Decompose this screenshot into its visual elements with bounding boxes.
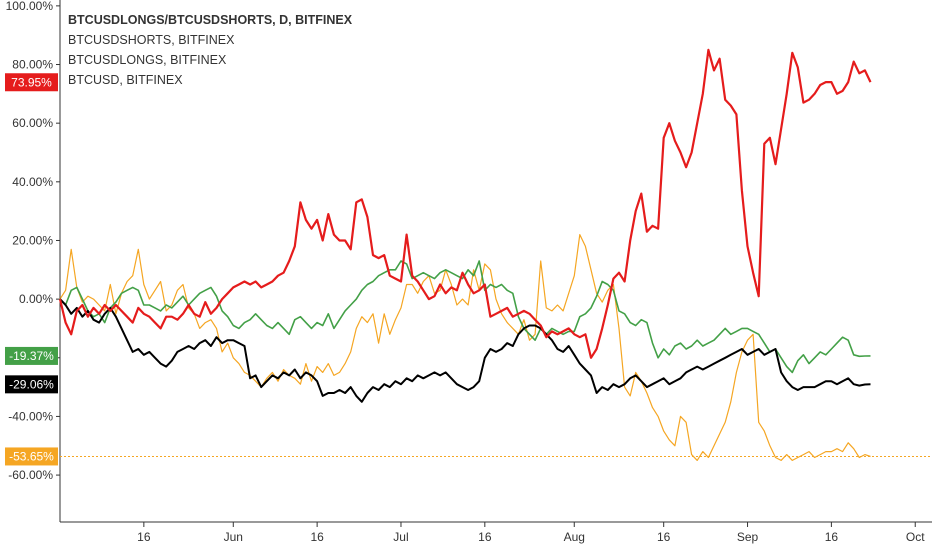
y-tick-label: 20.00%: [12, 233, 53, 247]
x-tick-label: Jul: [393, 530, 408, 544]
series-line: [59, 260, 871, 374]
last-value-badge-bg: [5, 346, 58, 365]
last-value-badge-text: -53.65%: [9, 449, 54, 463]
last-value-badge: -29.06%: [5, 375, 58, 394]
last-value-badge: 73.95%: [5, 73, 58, 92]
last-value-badge: -53.65%: [5, 447, 58, 466]
series-line: [59, 234, 871, 461]
x-tick-label: Oct: [906, 530, 925, 544]
x-tick-label: 16: [478, 530, 492, 544]
y-tick-label: 100.00%: [6, 0, 54, 13]
y-tick-label: 40.00%: [12, 175, 53, 189]
last-value-labels: 73.95% -53.65% -19.37% -29.06%: [5, 73, 58, 466]
last-value-badge-text: -29.06%: [9, 377, 54, 391]
y-tick-label: 80.00%: [12, 58, 53, 72]
y-tick-label: 60.00%: [12, 116, 53, 130]
y-tick-label: 0.00%: [19, 292, 53, 306]
last-value-badge: -19.37%: [5, 346, 58, 365]
plot-area: [58, 48, 932, 461]
legend-main-series: BTCUSDLONGS/BTCUSDSHORTS, D, BITFINEX: [68, 13, 353, 27]
x-axis: 16 Jun 16 Jul 16 Aug 16 Sep 16 Oct: [60, 521, 932, 544]
last-value-badge-bg: [5, 73, 58, 92]
last-value-badge-bg: [5, 375, 58, 394]
legend-item-shorts: BTCUSDSHORTS, BITFINEX: [68, 33, 235, 47]
x-tick-label: 16: [825, 530, 839, 544]
y-tick-label: -60.00%: [8, 468, 53, 482]
last-value-badge-text: 73.95%: [11, 75, 52, 89]
y-tick-label: -40.00%: [8, 409, 53, 423]
x-tick-label: Jun: [224, 530, 243, 544]
x-tick-label: Aug: [564, 530, 585, 544]
legend-item-btcusd: BTCUSD, BITFINEX: [68, 73, 183, 87]
last-value-badge-text: -19.37%: [9, 349, 54, 363]
series-line: [59, 298, 871, 403]
series-line: [58, 48, 872, 359]
x-tick-label: Sep: [737, 530, 759, 544]
legend: BTCUSDLONGS/BTCUSDSHORTS, D, BITFINEX BT…: [68, 10, 352, 90]
last-value-badge-bg: [5, 447, 58, 466]
x-tick-label: 16: [657, 530, 671, 544]
legend-item-longs: BTCUSDLONGS, BITFINEX: [68, 53, 227, 67]
y-axis: 100.00%80.00%60.00%40.00%20.00%0.00%-20.…: [6, 0, 61, 522]
x-tick-label: 16: [310, 530, 324, 544]
x-tick-label: 16: [137, 530, 151, 544]
